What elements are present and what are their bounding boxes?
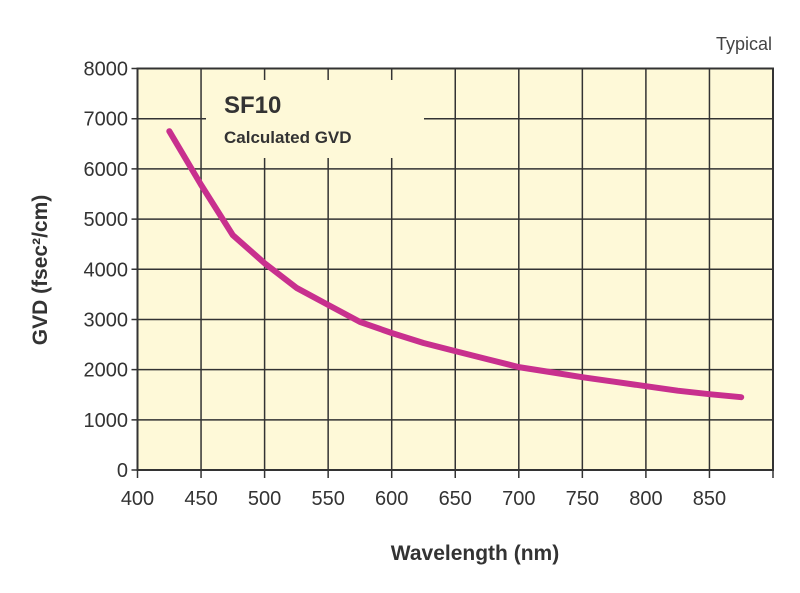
y-tick-label: 3000 xyxy=(84,309,129,331)
y-tick-label: 7000 xyxy=(84,109,129,131)
y-axis-label: GVD (fsec²/cm) xyxy=(29,195,52,346)
y-tick-label: 4000 xyxy=(84,259,129,281)
x-tick-label: 550 xyxy=(311,488,344,510)
y-tick-label: 5000 xyxy=(84,209,129,231)
x-axis: 400 450 500 550 600 650 700 750 800 850 xyxy=(121,488,726,510)
x-axis-label: Wavelength (nm) xyxy=(391,542,559,565)
x-tick-label: 750 xyxy=(566,488,599,510)
y-tick-label: 8000 xyxy=(84,59,129,81)
y-axis: 0 1000 2000 3000 4000 5000 6000 7000 8000 xyxy=(84,59,129,483)
typical-note: Typical xyxy=(716,34,772,54)
y-tick-label: 0 xyxy=(117,460,128,482)
x-tick-label: 650 xyxy=(439,488,472,510)
x-tick-label: 700 xyxy=(502,488,535,510)
chart-subtitle: Calculated GVD xyxy=(224,128,352,147)
x-tick-label: 450 xyxy=(184,488,217,510)
x-tick-label: 500 xyxy=(248,488,281,510)
title-box xyxy=(206,80,424,158)
chart-title: SF10 xyxy=(224,92,281,119)
x-tick-label: 800 xyxy=(629,488,662,510)
y-tick-label: 6000 xyxy=(84,159,129,181)
x-tick-label: 600 xyxy=(375,488,408,510)
plot-frame xyxy=(136,67,774,471)
y-tick-label: 1000 xyxy=(84,410,129,432)
x-tick-label: 850 xyxy=(693,488,726,510)
x-tick-label: 400 xyxy=(121,488,154,510)
y-tick-label: 2000 xyxy=(84,360,129,382)
